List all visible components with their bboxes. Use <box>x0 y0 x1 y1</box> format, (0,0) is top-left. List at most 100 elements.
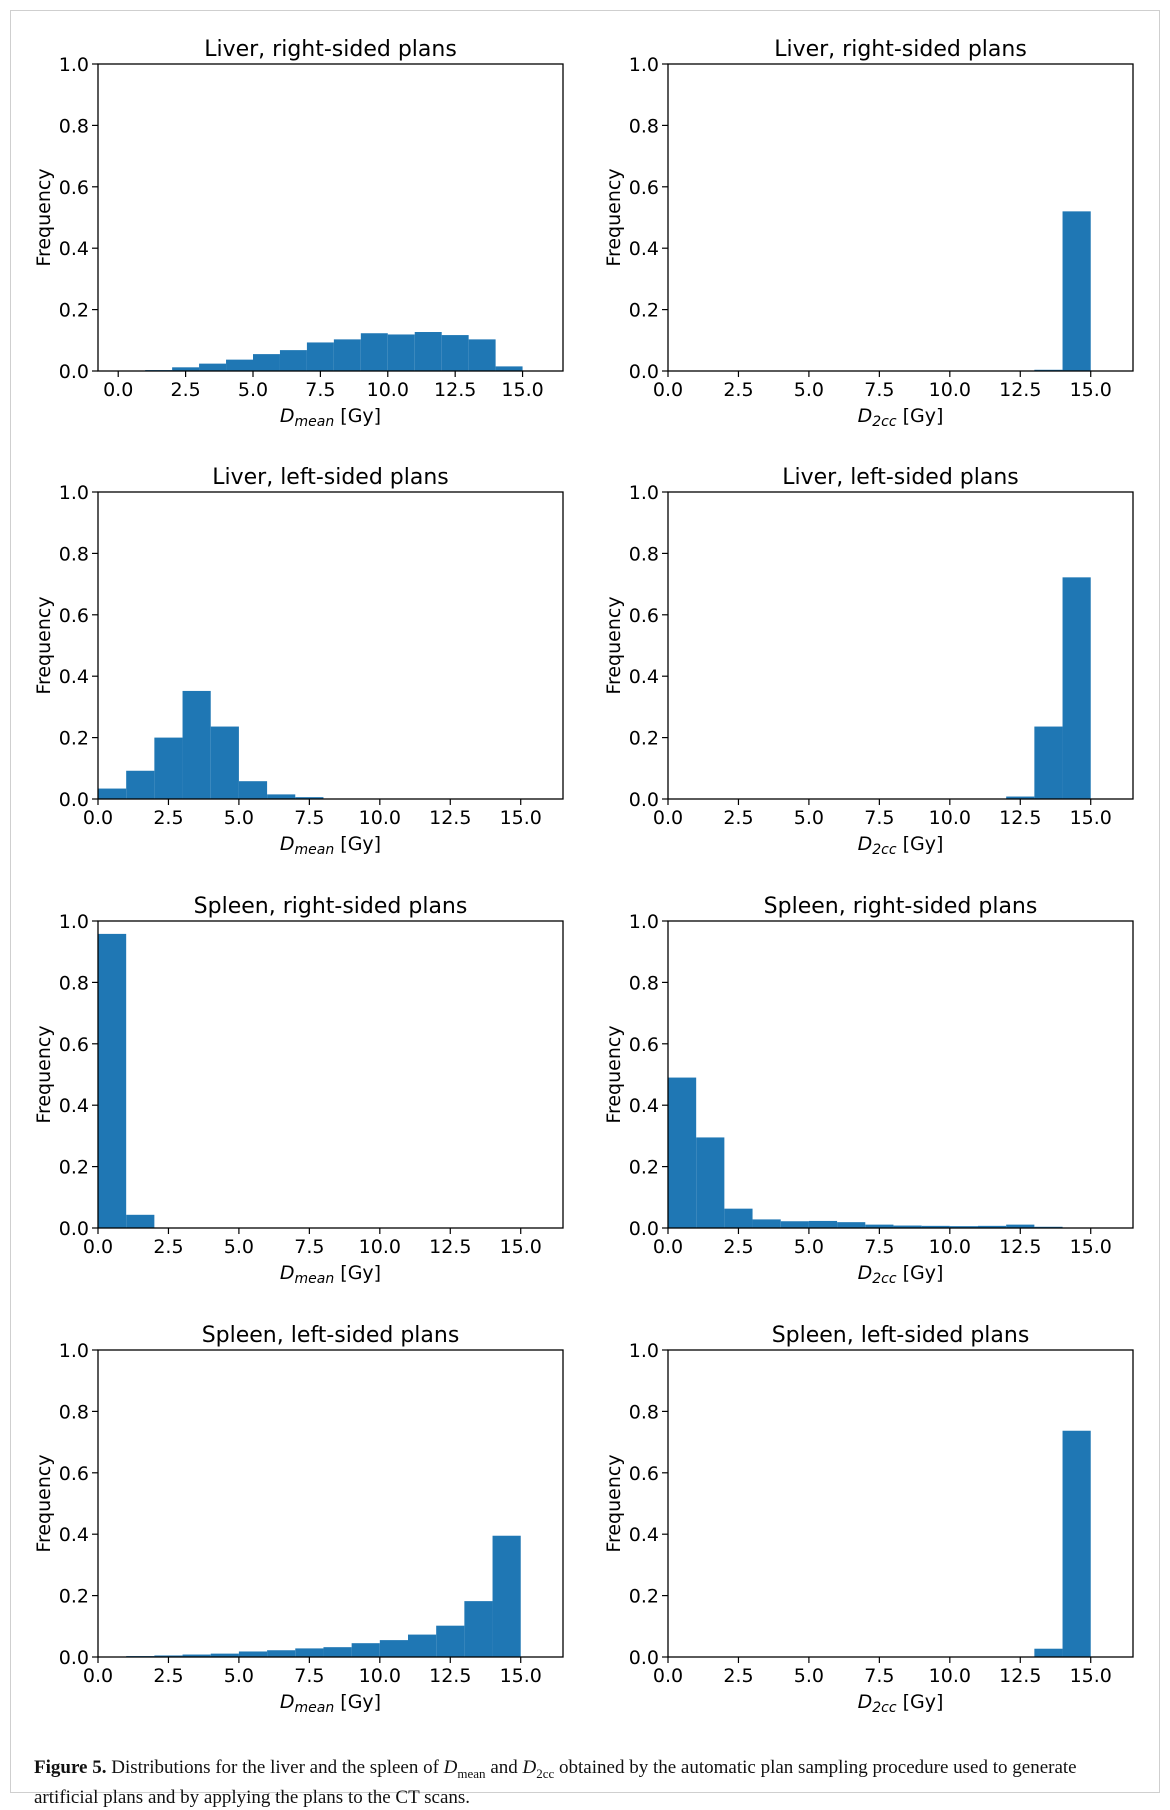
y-tick-label: 1.0 <box>629 1340 659 1362</box>
x-tick-label: 10.0 <box>367 379 409 401</box>
y-tick-label: 0.8 <box>629 972 659 994</box>
histogram-bar <box>199 363 227 371</box>
histogram-bar <box>267 794 296 799</box>
x-tick-label: 10.0 <box>929 1236 971 1258</box>
y-tick-label: 1.0 <box>629 54 659 76</box>
histogram-bar <box>1034 1648 1063 1657</box>
x-axis-label: Dmean [Gy] <box>280 1262 381 1287</box>
x-tick-label: 7.5 <box>305 379 335 401</box>
y-tick-label: 0.2 <box>59 728 89 750</box>
histogram-bar <box>1062 1430 1091 1657</box>
chart-title: Liver, left-sided plans <box>782 465 1019 490</box>
axes-frame <box>97 1349 564 1658</box>
x-tick-label: 12.5 <box>999 379 1041 401</box>
histogram-bar <box>414 332 442 371</box>
histogram-bar <box>253 354 280 371</box>
chart-title: Spleen, right-sided plans <box>764 894 1038 919</box>
y-tick-label: 0.4 <box>59 1524 89 1546</box>
histogram-bar <box>306 342 334 371</box>
histogram-bar <box>752 1219 781 1228</box>
histogram-panel-7: 0.0 0.2 0.4 0.6 0.8 1.0 0.0 2.5 5.0 7.5 10.0 12.5 15… <box>33 1323 564 1716</box>
x-tick-label: 15.0 <box>500 1665 542 1687</box>
y-tick-label: 0.2 <box>629 1157 659 1179</box>
x-axis-label: Dmean [Gy] <box>280 833 381 858</box>
histogram-bar <box>893 1225 922 1228</box>
x-tick-label: 2.5 <box>153 807 183 829</box>
y-tick-label: 0.2 <box>629 300 659 322</box>
histogram-bar <box>226 359 253 371</box>
histogram-bar <box>351 1643 380 1657</box>
x-tick-label: 0.0 <box>83 1236 113 1258</box>
histogram-bar <box>238 781 268 799</box>
y-tick-label: 1.0 <box>59 911 89 933</box>
figure-panels: 0.0 0.2 0.4 0.6 0.8 1.0 0.0 2.5 5.0 7.5 10.0 12.5 15… <box>33 37 1134 1716</box>
histogram-bar <box>267 1650 296 1657</box>
histogram-bar <box>837 1222 866 1228</box>
axes-frame <box>97 63 564 372</box>
chart-title: Liver, right-sided plans <box>774 37 1027 62</box>
x-tick-label: 15.0 <box>1070 1236 1112 1258</box>
x-tick-label: 10.0 <box>929 1665 971 1687</box>
histogram-panel-6: 0.0 0.2 0.4 0.6 0.8 1.0 0.0 2.5 5.0 7.5 10.0 12.5 15… <box>603 894 1134 1287</box>
histogram-panel-8: 0.0 0.2 0.4 0.6 0.8 1.0 0.0 2.5 5.0 7.5 10.0 12.5 15… <box>603 1323 1134 1716</box>
x-tick-label: 12.5 <box>999 1665 1041 1687</box>
axes-frame <box>667 491 1134 800</box>
y-tick-label: 0.4 <box>629 1524 659 1546</box>
histogram-bar <box>464 1601 493 1657</box>
y-axis-label: Frequency <box>603 1454 625 1552</box>
x-axis-label: D2cc [Gy] <box>858 1262 944 1287</box>
y-tick-label: 0.4 <box>629 238 659 260</box>
y-axis-label: Frequency <box>33 1454 55 1552</box>
x-tick-label: 0.0 <box>653 1236 683 1258</box>
x-tick-label: 7.5 <box>864 1665 894 1687</box>
histogram-bar <box>210 1653 239 1657</box>
x-tick-label: 0.0 <box>83 807 113 829</box>
histogram-panel-2: 0.0 0.2 0.4 0.6 0.8 1.0 0.0 2.5 5.0 7.5 10.0 12.5 15… <box>603 37 1134 430</box>
caption-part1: Distributions for the liver and the sple… <box>106 1757 444 1778</box>
y-tick-label: 0.8 <box>629 1401 659 1423</box>
x-tick-label: 5.0 <box>794 807 824 829</box>
y-tick-label: 0.2 <box>59 1586 89 1608</box>
caption-part2: and <box>485 1757 523 1778</box>
y-tick-label: 1.0 <box>629 482 659 504</box>
x-tick-label: 10.0 <box>359 807 401 829</box>
x-tick-label: 0.0 <box>653 379 683 401</box>
x-tick-label: 7.5 <box>864 1236 894 1258</box>
y-tick-label: 0.0 <box>629 361 659 383</box>
x-tick-label: 5.0 <box>794 379 824 401</box>
histogram-bar <box>182 1654 211 1657</box>
histogram-bar <box>724 1208 753 1228</box>
histogram-bar <box>978 1225 1007 1228</box>
y-axis-label: Frequency <box>33 168 55 266</box>
histogram-bar <box>323 1647 352 1657</box>
histogram-bar <box>492 1535 521 1657</box>
histogram-bar <box>172 367 200 371</box>
y-tick-label: 0.8 <box>629 543 659 565</box>
x-tick-label: 10.0 <box>929 379 971 401</box>
x-tick-label: 12.5 <box>429 1236 471 1258</box>
x-tick-label: 10.0 <box>359 1236 401 1258</box>
x-tick-label: 2.5 <box>170 379 200 401</box>
y-tick-label: 0.0 <box>59 1218 89 1240</box>
histogram-bar <box>668 1077 697 1228</box>
y-tick-label: 0.0 <box>629 1218 659 1240</box>
x-tick-label: 10.0 <box>359 1665 401 1687</box>
figure-frame <box>10 10 1160 1793</box>
y-tick-label: 1.0 <box>629 911 659 933</box>
y-axis-label: Frequency <box>33 1025 55 1123</box>
x-tick-label: 15.0 <box>500 1236 542 1258</box>
caption-label: Figure 5. <box>34 1757 107 1778</box>
x-axis-label: D2cc [Gy] <box>858 1691 944 1716</box>
caption-d2cc-symbol: D <box>522 1757 537 1778</box>
histogram-bar <box>379 1640 408 1657</box>
y-tick-label: 0.0 <box>59 1647 89 1669</box>
y-tick-label: 0.4 <box>59 666 89 688</box>
y-tick-label: 0.2 <box>59 300 89 322</box>
x-tick-label: 15.0 <box>1070 379 1112 401</box>
histogram-bar <box>210 726 239 799</box>
y-tick-label: 0.6 <box>59 1034 89 1056</box>
x-tick-label: 5.0 <box>224 1665 254 1687</box>
y-tick-label: 0.6 <box>59 605 89 627</box>
x-tick-label: 5.0 <box>794 1665 824 1687</box>
caption-dmean-symbol: D <box>443 1757 458 1778</box>
